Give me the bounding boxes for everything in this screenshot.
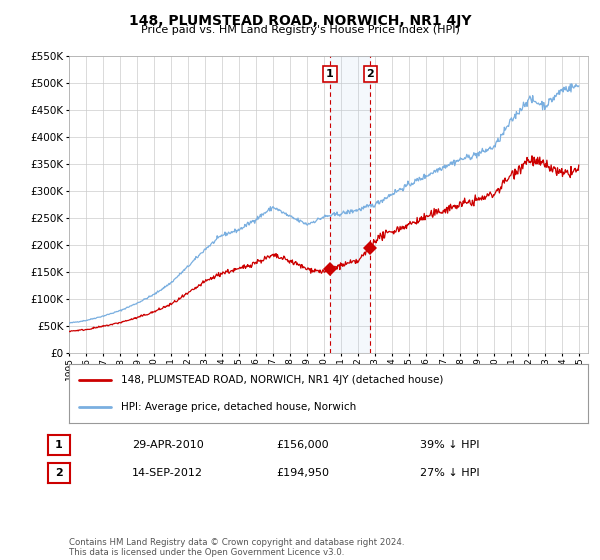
Text: 27% ↓ HPI: 27% ↓ HPI xyxy=(420,468,479,478)
Text: HPI: Average price, detached house, Norwich: HPI: Average price, detached house, Norw… xyxy=(121,402,356,412)
Text: £156,000: £156,000 xyxy=(276,440,329,450)
Text: 1: 1 xyxy=(326,69,334,79)
Text: 148, PLUMSTEAD ROAD, NORWICH, NR1 4JY: 148, PLUMSTEAD ROAD, NORWICH, NR1 4JY xyxy=(129,14,471,28)
Text: £194,950: £194,950 xyxy=(276,468,329,478)
Text: 1: 1 xyxy=(55,440,62,450)
Text: Contains HM Land Registry data © Crown copyright and database right 2024.
This d: Contains HM Land Registry data © Crown c… xyxy=(69,538,404,557)
Text: 2: 2 xyxy=(55,468,62,478)
Text: 29-APR-2010: 29-APR-2010 xyxy=(132,440,204,450)
Text: 39% ↓ HPI: 39% ↓ HPI xyxy=(420,440,479,450)
Text: 14-SEP-2012: 14-SEP-2012 xyxy=(132,468,203,478)
Text: Price paid vs. HM Land Registry's House Price Index (HPI): Price paid vs. HM Land Registry's House … xyxy=(140,25,460,35)
Text: 2: 2 xyxy=(367,69,374,79)
Bar xyxy=(330,56,370,353)
Text: 148, PLUMSTEAD ROAD, NORWICH, NR1 4JY (detached house): 148, PLUMSTEAD ROAD, NORWICH, NR1 4JY (d… xyxy=(121,375,443,385)
